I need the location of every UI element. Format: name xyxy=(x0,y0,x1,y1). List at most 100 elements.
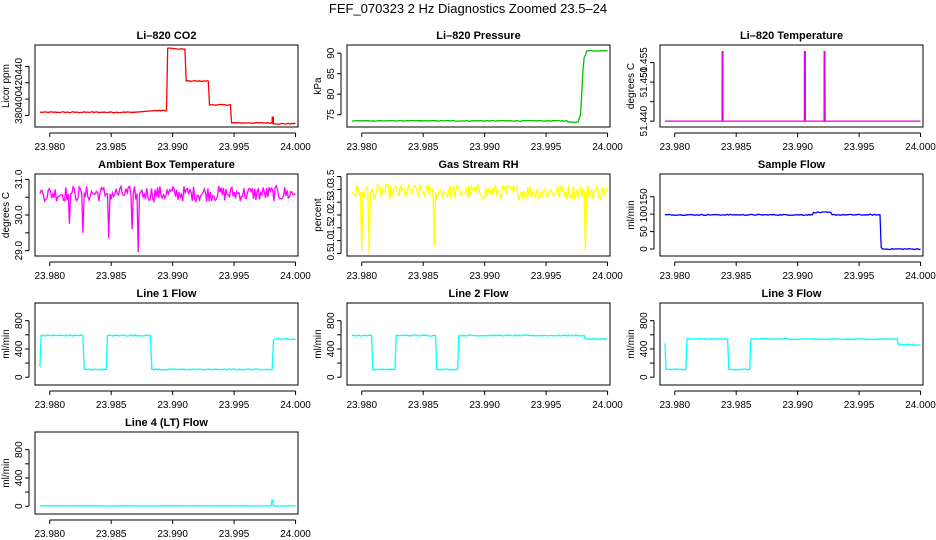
y-tick-label: 420 xyxy=(14,74,25,91)
y-tick-label: 51.440 xyxy=(639,105,650,136)
panel-li-820-co2: Li–820 CO2 23.980 23.985 23.990 23.995 24.000… xyxy=(1,30,311,153)
plot-frame xyxy=(659,173,924,257)
panel-line-1-flow: Line 1 Flow 23.980 23.985 23.990 23.995 24.00… xyxy=(1,288,311,411)
x-tick-label: 24.000 xyxy=(592,142,623,153)
panel-title: Li–820 Temperature xyxy=(740,30,843,42)
panel-li-820-temperature: Li–820 Temperature 23.980 23.985 23.990 23.9… xyxy=(626,30,936,153)
series-line-gas-stream-rh xyxy=(351,182,609,254)
y-axis-label: ml/min xyxy=(1,458,12,487)
x-tick-label: 23.995 xyxy=(219,400,250,411)
panel-title: Line 3 Flow xyxy=(762,288,822,300)
x-tick-label: 24.000 xyxy=(280,271,311,282)
x-tick-label: 23.985 xyxy=(408,271,439,282)
y-axis-label: degrees C xyxy=(626,63,637,109)
panel-title: Line 2 Flow xyxy=(449,288,509,300)
x-tick-label: 23.995 xyxy=(219,271,250,282)
y-tick-label: 800 xyxy=(14,312,25,329)
series-line-line-3-flow xyxy=(664,337,921,371)
plot-frame xyxy=(346,173,611,257)
y-axis-label: percent xyxy=(313,198,324,232)
x-tick-label: 23.980 xyxy=(346,400,377,411)
y-axis-label: Licor ppm xyxy=(1,64,12,108)
panel-ambient-box-temperature: Ambient Box Temperature 23.980 23.985 23.99… xyxy=(1,159,311,282)
x-tick-label: 23.990 xyxy=(157,142,188,153)
panel-title: Line 1 Flow xyxy=(137,288,197,300)
x-tick-label: 23.990 xyxy=(469,271,500,282)
x-tick-label: 23.985 xyxy=(721,271,752,282)
x-tick-label: 23.985 xyxy=(408,400,439,411)
y-tick-label: 400 xyxy=(14,469,25,486)
y-tick-label: 440 xyxy=(14,58,25,75)
x-tick-label: 23.985 xyxy=(721,142,752,153)
x-tick-label: 23.990 xyxy=(157,271,188,282)
y-tick-label: 31.0 xyxy=(14,169,25,189)
x-tick-label: 23.990 xyxy=(782,271,813,282)
x-tick-label: 23.985 xyxy=(96,271,127,282)
plot-frame xyxy=(346,44,611,128)
y-tick-label: 0 xyxy=(639,246,650,252)
x-tick-label: 23.995 xyxy=(844,400,875,411)
x-tick-label: 23.985 xyxy=(96,142,127,153)
panel-title: Li–820 CO2 xyxy=(137,30,197,42)
series-line-line-2-flow xyxy=(351,334,608,371)
series-line-ambient-box-temperature xyxy=(39,184,296,253)
y-tick-label: 85 xyxy=(326,68,337,80)
x-tick-label: 23.985 xyxy=(721,400,752,411)
x-tick-label: 24.000 xyxy=(280,400,311,411)
y-tick-label: 29.0 xyxy=(14,240,25,260)
x-tick-label: 23.980 xyxy=(346,142,377,153)
x-tick-label: 23.980 xyxy=(34,529,65,540)
y-tick-label: 51.450 xyxy=(639,66,650,97)
panel-title: Line 4 (LT) Flow xyxy=(125,417,208,429)
plot-frame xyxy=(34,431,299,515)
x-tick-label: 23.980 xyxy=(659,400,690,411)
y-tick-label: 51.455 xyxy=(639,47,650,78)
x-tick-label: 23.980 xyxy=(34,400,65,411)
panel-line-4-lt-flow: Line 4 (LT) Flow 23.980 23.985 23.990 23.995… xyxy=(1,417,311,540)
x-tick-label: 24.000 xyxy=(592,271,623,282)
x-tick-label: 23.980 xyxy=(34,142,65,153)
y-axis-label: ml/min xyxy=(626,329,637,358)
panel-title: Li–820 Pressure xyxy=(436,30,520,42)
y-tick-label: 50 xyxy=(639,226,650,238)
x-tick-label: 23.990 xyxy=(157,529,188,540)
series-line-li-820-pressure xyxy=(351,49,608,124)
y-tick-label: 800 xyxy=(14,441,25,458)
y-tick-label: 0.5 xyxy=(326,246,337,260)
series-line-li-820-co2 xyxy=(39,47,296,125)
x-tick-label: 23.995 xyxy=(531,271,562,282)
x-tick-label: 23.990 xyxy=(782,400,813,411)
x-tick-label: 24.000 xyxy=(280,529,311,540)
x-tick-label: 23.990 xyxy=(157,400,188,411)
x-tick-label: 23.985 xyxy=(96,400,127,411)
x-tick-label: 23.985 xyxy=(96,529,127,540)
y-tick-label: 2.5 xyxy=(326,195,337,209)
y-tick-label: 3.0 xyxy=(326,182,337,196)
panel-li-820-pressure: Li–820 Pressure 23.980 23.985 23.990 23.995 2… xyxy=(313,30,623,153)
y-tick-label: 400 xyxy=(14,340,25,357)
x-tick-label: 24.000 xyxy=(280,142,311,153)
y-tick-label: 75 xyxy=(326,109,337,121)
y-tick-label: 80 xyxy=(326,88,337,100)
panel-line-2-flow: Line 2 Flow 23.980 23.985 23.990 23.995 24.00… xyxy=(313,288,623,411)
plot-frame xyxy=(34,44,299,128)
x-tick-label: 23.990 xyxy=(469,400,500,411)
x-tick-label: 24.000 xyxy=(905,400,936,411)
plot-frame xyxy=(34,173,299,257)
panel-sample-flow: Sample Flow 23.980 23.985 23.990 23.995 24.00… xyxy=(626,159,936,282)
series-line-sample-flow xyxy=(664,211,921,251)
y-axis-label: degrees C xyxy=(1,192,12,238)
x-tick-label: 23.995 xyxy=(844,142,875,153)
panel-line-3-flow: Line 3 Flow 23.980 23.985 23.990 23.995 24.00… xyxy=(626,288,936,411)
x-tick-label: 23.980 xyxy=(659,142,690,153)
plot-frame xyxy=(659,44,924,128)
x-tick-label: 23.995 xyxy=(219,529,250,540)
figure-title: FEF_070323 2 Hz Diagnostics Zoomed 23.5–… xyxy=(328,1,608,16)
plot-frame xyxy=(34,302,299,386)
y-tick-label: 90 xyxy=(326,47,337,59)
plot-frame xyxy=(346,302,611,386)
x-tick-label: 23.980 xyxy=(659,271,690,282)
plot-frame xyxy=(659,302,924,386)
y-tick-label: 0 xyxy=(326,374,337,380)
